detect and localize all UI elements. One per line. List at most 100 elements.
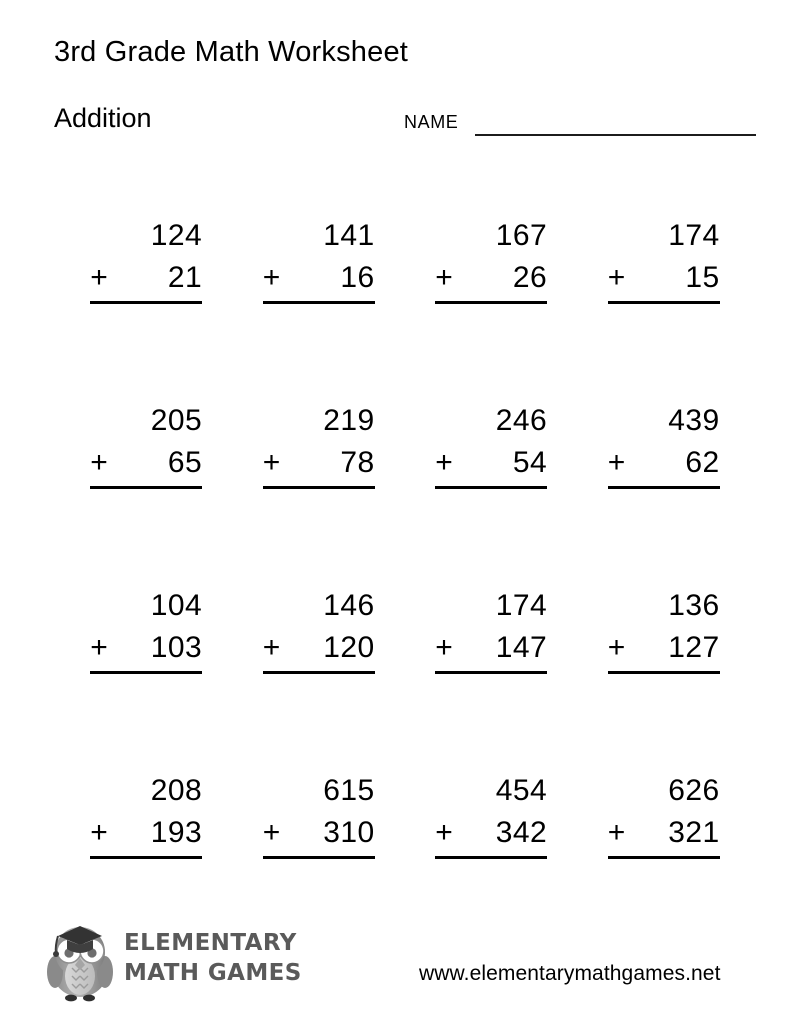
addend-bottom: 16 <box>340 261 375 294</box>
addend-bottom-row: +78 <box>263 442 375 484</box>
addend-bottom-row: +321 <box>608 812 720 854</box>
plus-operator-icon: + <box>435 261 454 294</box>
addend-top: 208 <box>150 774 203 807</box>
addend-bottom-row: +54 <box>435 442 547 484</box>
addend-top: 124 <box>150 219 203 252</box>
addend-bottom: 147 <box>495 631 548 664</box>
plus-operator-icon: + <box>607 446 626 479</box>
answer-rule <box>607 671 720 674</box>
addend-bottom: 78 <box>340 446 375 479</box>
addend-bottom-row: +15 <box>608 257 720 299</box>
addend-bottom-row: +21 <box>90 257 202 299</box>
addend-bottom: 103 <box>150 631 203 664</box>
answer-rule <box>262 856 375 859</box>
addend-top: 167 <box>495 219 548 252</box>
addition-problem: 124 +21 <box>90 215 203 400</box>
plus-operator-icon: + <box>90 816 109 849</box>
addend-bottom: 15 <box>685 261 720 294</box>
addend-bottom-row: +26 <box>435 257 547 299</box>
answer-rule <box>607 856 720 859</box>
answer-rule <box>607 486 720 489</box>
addition-problem: 174 +15 <box>607 215 720 400</box>
addition-problem: 246 +54 <box>435 400 548 585</box>
addition-problem: 219 +78 <box>262 400 375 585</box>
plus-operator-icon: + <box>90 446 109 479</box>
site-logo: Elementary Math Games <box>38 922 301 1004</box>
addend-bottom-row: +147 <box>435 627 547 669</box>
plus-operator-icon: + <box>262 446 281 479</box>
addend-bottom-row: +62 <box>608 442 720 484</box>
addition-problem: 626 +321 <box>607 770 720 955</box>
plus-operator-icon: + <box>90 261 109 294</box>
plus-operator-icon: + <box>607 261 626 294</box>
addition-problem: 136 +127 <box>607 585 720 770</box>
addition-problem: 104 +103 <box>90 585 203 770</box>
answer-rule <box>435 486 548 489</box>
answer-rule <box>435 856 548 859</box>
addition-problem: 146 +120 <box>262 585 375 770</box>
addend-top: 439 <box>668 404 720 437</box>
addend-top: 205 <box>150 404 203 437</box>
addition-problem: 208 +193 <box>90 770 203 955</box>
graduation-owl-icon <box>47 926 113 1002</box>
addend-top: 146 <box>323 589 375 622</box>
plus-operator-icon: + <box>435 631 454 664</box>
logo-line-2: Math Games <box>124 960 302 986</box>
plus-operator-icon: + <box>607 631 626 664</box>
addend-bottom-row: +127 <box>608 627 720 669</box>
addend-bottom-row: +103 <box>90 627 202 669</box>
addition-problem: 439 +62 <box>607 400 720 585</box>
addition-problem: 615 +310 <box>262 770 375 955</box>
name-label: NAME <box>404 112 459 132</box>
problem-grid: 124 +21 141 +16 167 +26 174 +15 205 +65 219 +78 246 +… <box>60 215 750 955</box>
answer-rule <box>607 301 720 304</box>
addend-bottom-row: +16 <box>263 257 375 299</box>
subject-heading: Addition <box>54 103 152 133</box>
addend-top: 615 <box>323 774 375 807</box>
addend-top: 219 <box>323 404 375 437</box>
plus-operator-icon: + <box>262 816 281 849</box>
addend-bottom: 65 <box>167 446 203 479</box>
answer-rule <box>262 301 375 304</box>
addend-bottom: 26 <box>512 261 548 294</box>
answer-rule <box>90 671 203 674</box>
plus-operator-icon: + <box>90 631 109 664</box>
addend-bottom: 321 <box>668 816 720 849</box>
addend-bottom-row: +120 <box>263 627 375 669</box>
addend-bottom-row: +65 <box>90 442 202 484</box>
addend-bottom: 193 <box>150 816 203 849</box>
addend-top: 626 <box>668 774 720 807</box>
addend-bottom: 310 <box>323 816 375 849</box>
addend-top: 174 <box>668 219 720 252</box>
addend-bottom: 120 <box>323 631 375 664</box>
addend-top: 136 <box>668 589 720 622</box>
addend-bottom-row: +193 <box>90 812 202 854</box>
addend-bottom: 21 <box>167 261 203 294</box>
answer-rule <box>262 486 375 489</box>
answer-rule <box>90 486 203 489</box>
addend-bottom: 54 <box>512 446 548 479</box>
addend-bottom: 62 <box>685 446 720 479</box>
addend-bottom-row: +342 <box>435 812 547 854</box>
plus-operator-icon: + <box>607 816 626 849</box>
answer-rule <box>90 301 203 304</box>
addition-problem: 167 +26 <box>435 215 548 400</box>
plus-operator-icon: + <box>435 816 454 849</box>
addition-problem: 205 +65 <box>90 400 203 585</box>
plus-operator-icon: + <box>262 631 281 664</box>
site-url: www.elementarymathgames.net <box>419 962 721 985</box>
addend-top: 454 <box>495 774 548 807</box>
addend-bottom-row: +310 <box>263 812 375 854</box>
addend-top: 246 <box>495 404 548 437</box>
logo-line-1: Elementary <box>124 930 297 956</box>
addend-top: 104 <box>150 589 203 622</box>
addend-top: 141 <box>323 219 375 252</box>
addition-problem: 454 +342 <box>435 770 548 955</box>
name-input-line[interactable] <box>475 134 756 136</box>
addend-bottom: 127 <box>668 631 720 664</box>
addition-problem: 141 +16 <box>262 215 375 400</box>
answer-rule <box>262 671 375 674</box>
page-title: 3rd Grade Math Worksheet <box>54 36 409 68</box>
plus-operator-icon: + <box>262 261 281 294</box>
answer-rule <box>435 301 548 304</box>
